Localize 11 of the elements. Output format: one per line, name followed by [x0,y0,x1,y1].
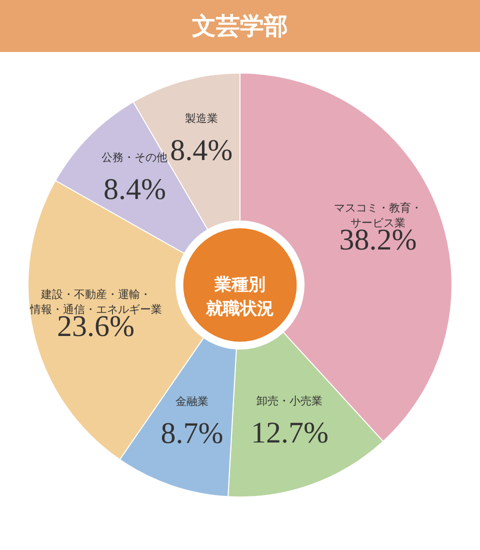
slice-label: マスコミ・教育・サービス業 [334,201,422,230]
data-label: 8.4% [103,173,166,206]
slice-label: 製造業 [184,112,218,126]
chart-title: 文芸学部 [192,12,288,40]
text: 業種別就職状況 [205,275,274,319]
data-label: 8.4% [170,134,233,168]
slice-label: 公務・その他 [102,151,168,164]
data-label: 12.7% [250,416,328,450]
slice-label: 金融業 [176,395,209,408]
data-label: 8.7% [160,417,224,450]
slice-label: 卸売・小売業 [256,394,323,408]
